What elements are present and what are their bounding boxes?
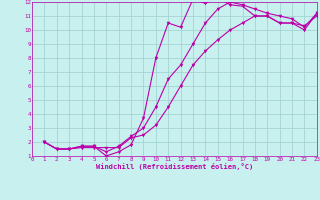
X-axis label: Windchill (Refroidissement éolien,°C): Windchill (Refroidissement éolien,°C) bbox=[96, 163, 253, 170]
